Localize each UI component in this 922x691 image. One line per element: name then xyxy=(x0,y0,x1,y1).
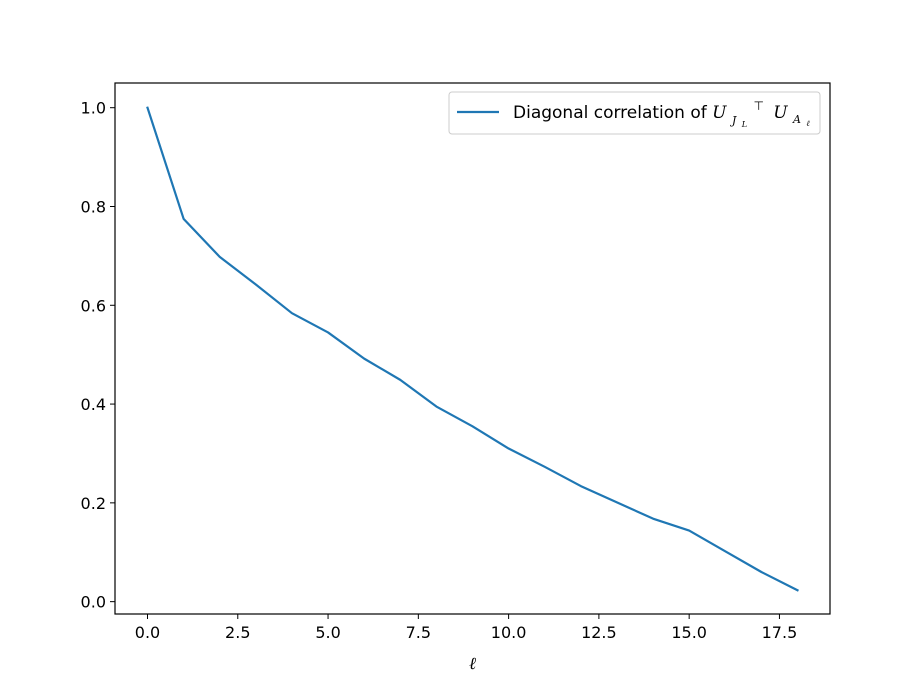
x-tick-label: 15.0 xyxy=(671,623,707,642)
x-axis-label: ℓ xyxy=(469,654,476,674)
y-tick-label: 0.4 xyxy=(81,395,106,414)
legend-sup1: ⊤ xyxy=(753,99,763,113)
y-tick-label: 0.0 xyxy=(81,593,106,612)
y-tick-label: 0.2 xyxy=(81,494,106,513)
x-tick-label: 12.5 xyxy=(581,623,617,642)
y-tick-label: 1.0 xyxy=(81,99,106,118)
legend-entry-label: Diagonal correlation of U J L ⊤ U A ℓ xyxy=(513,95,810,132)
y-tick-label: 0.6 xyxy=(81,296,106,315)
series-line-0 xyxy=(146,106,799,592)
legend-sub2: A xyxy=(792,113,801,126)
legend-sub1: J xyxy=(730,114,737,127)
plot-frame xyxy=(114,82,831,615)
x-tick-label: 17.5 xyxy=(762,623,798,642)
legend-box xyxy=(448,91,821,135)
x-tick-label: 7.5 xyxy=(406,623,431,642)
x-tick-label: 0.0 xyxy=(135,623,160,642)
legend-u2: U xyxy=(773,103,788,123)
x-axis-ticks: 0.0 2.5 5.0 7.5 10.0 12.5 15.0 17.5 xyxy=(135,614,797,642)
legend-subsub1: L xyxy=(741,120,747,129)
y-axis-ticks: 0.0 0.2 0.4 0.6 0.8 1.0 xyxy=(81,99,115,612)
legend: Diagonal correlation of U J L ⊤ U A ℓ xyxy=(448,91,821,135)
legend-prefix: Diagonal correlation of xyxy=(513,103,712,123)
series-layer xyxy=(146,106,799,592)
legend-subsub2: ℓ xyxy=(806,119,810,128)
x-tick-label: 2.5 xyxy=(225,623,250,642)
y-tick-label: 0.8 xyxy=(81,197,106,216)
x-tick-label: 5.0 xyxy=(315,623,340,642)
x-tick-label: 10.0 xyxy=(491,623,527,642)
legend-u1: U xyxy=(712,103,727,123)
